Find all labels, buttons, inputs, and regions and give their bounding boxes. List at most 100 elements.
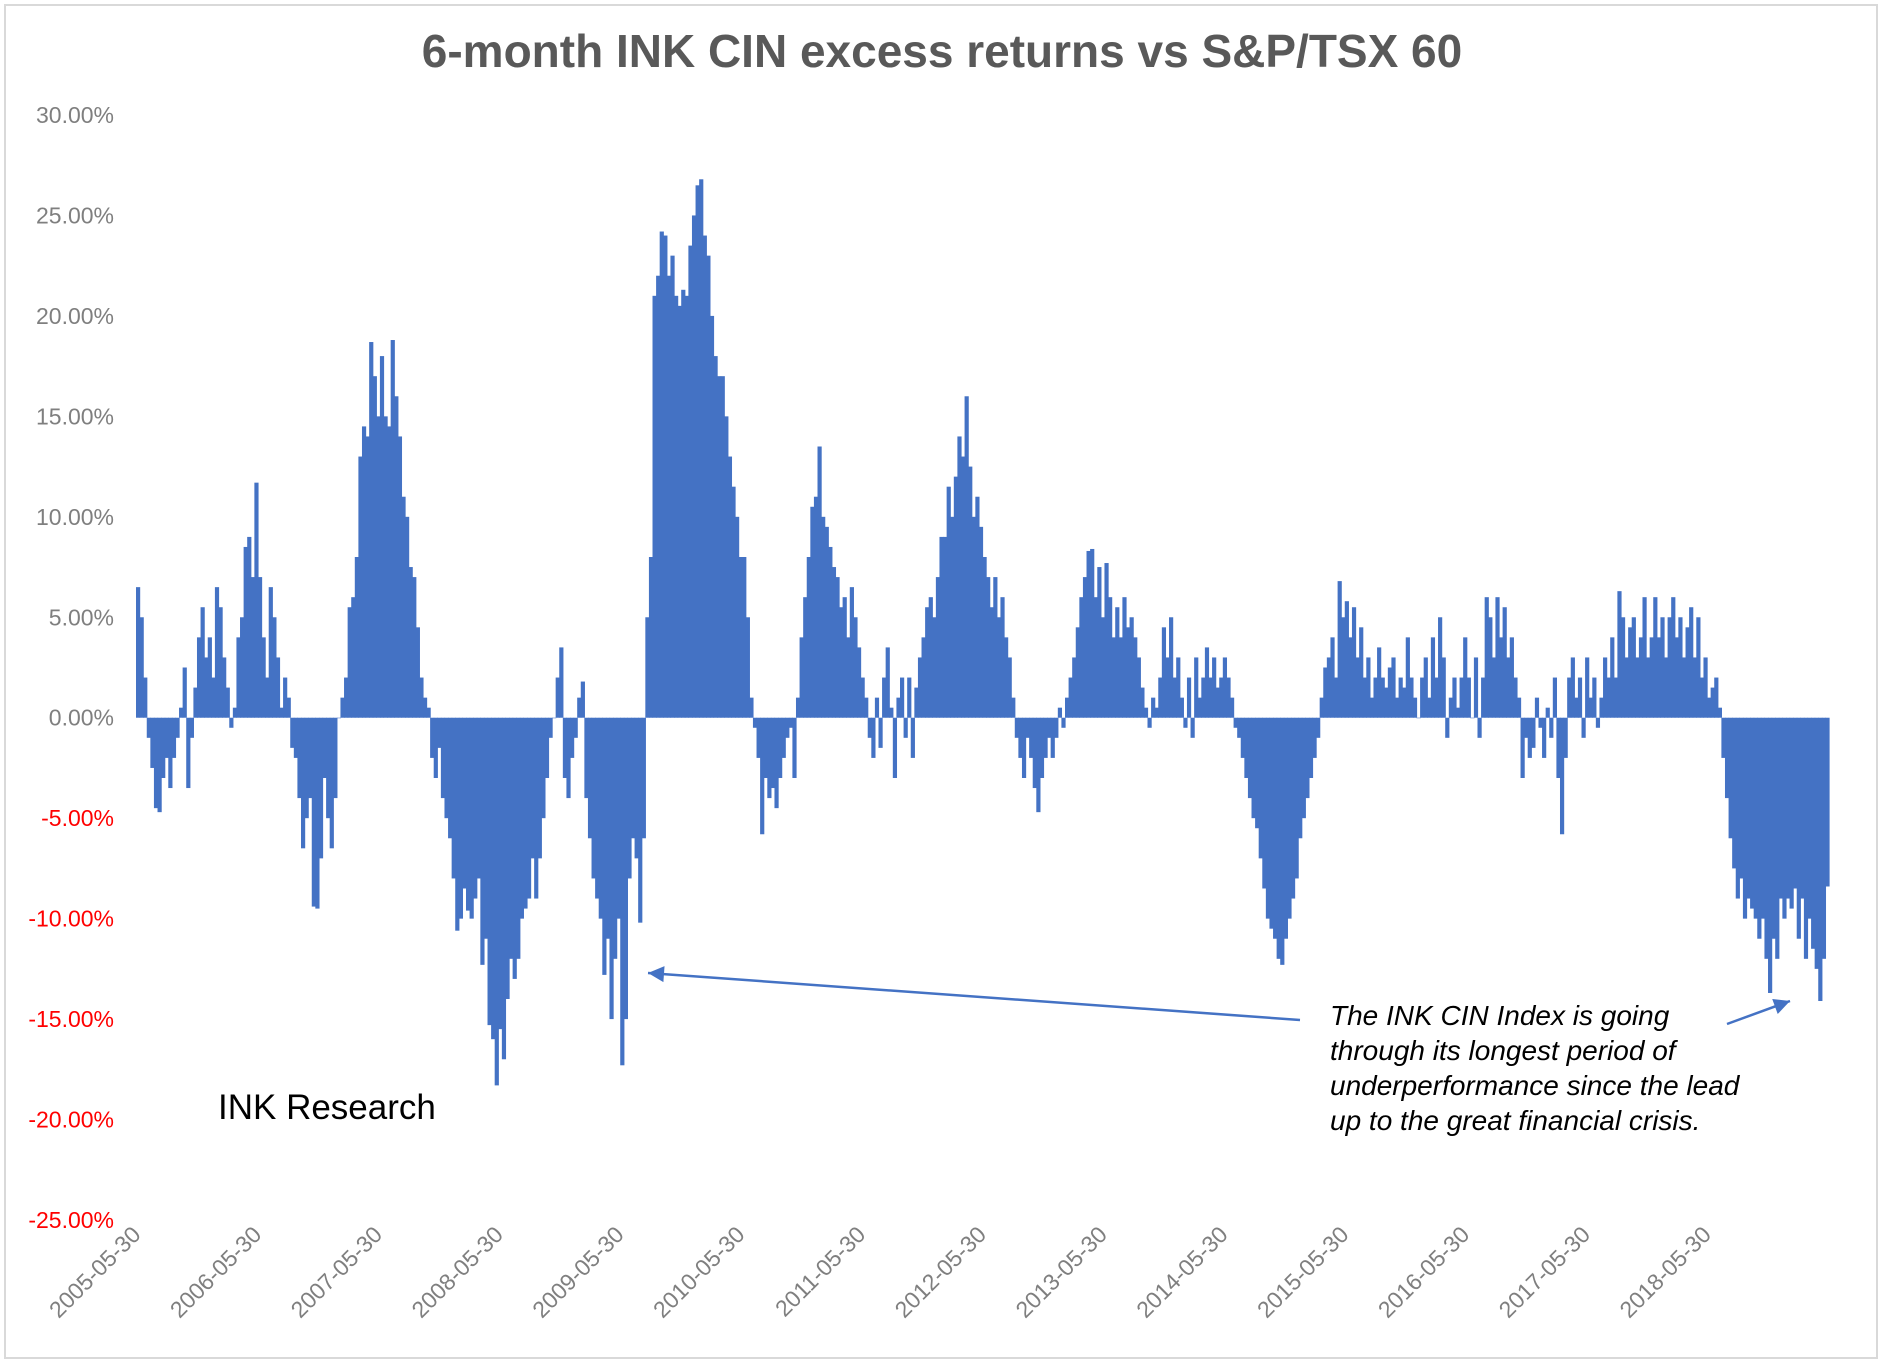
bar bbox=[354, 557, 359, 718]
bar bbox=[444, 717, 449, 819]
bar bbox=[788, 717, 793, 728]
bar bbox=[871, 717, 876, 758]
bar bbox=[1412, 697, 1418, 718]
bar bbox=[1237, 717, 1242, 738]
bar bbox=[910, 717, 915, 758]
bar bbox=[1337, 581, 1342, 718]
bar bbox=[1760, 717, 1766, 919]
bar bbox=[620, 717, 625, 1066]
bar bbox=[1825, 717, 1830, 887]
bar bbox=[1273, 717, 1278, 939]
bar bbox=[333, 717, 338, 799]
bar bbox=[437, 717, 442, 748]
bar bbox=[1154, 707, 1159, 718]
bar bbox=[1764, 717, 1769, 959]
bar bbox=[1402, 687, 1407, 718]
bar bbox=[1054, 717, 1059, 738]
annotation-arrow-2009-head-icon bbox=[648, 966, 665, 983]
y-tick-label: 20.00% bbox=[36, 303, 114, 329]
bar bbox=[1308, 717, 1314, 778]
bar bbox=[856, 647, 862, 718]
bar bbox=[1502, 607, 1507, 718]
bar bbox=[1807, 717, 1812, 919]
bar bbox=[975, 496, 980, 718]
bar bbox=[329, 717, 334, 849]
x-tick-label: 2015-05-30 bbox=[1252, 1221, 1354, 1323]
bar bbox=[1305, 717, 1310, 799]
bar bbox=[903, 717, 908, 738]
bar bbox=[229, 717, 234, 728]
bar bbox=[336, 717, 342, 719]
bar bbox=[1714, 677, 1719, 718]
bar bbox=[1377, 647, 1382, 718]
bar bbox=[774, 717, 779, 809]
y-axis: 30.00% 25.00% 20.00% 15.00% 10.00% 5.00% 0.00%… bbox=[28, 102, 114, 1233]
bar bbox=[724, 416, 729, 718]
bar bbox=[487, 717, 492, 1026]
bar bbox=[1197, 697, 1202, 718]
bar bbox=[1086, 550, 1091, 718]
bar bbox=[1050, 717, 1055, 758]
bar bbox=[795, 697, 801, 718]
bar bbox=[1065, 697, 1070, 718]
bar bbox=[1043, 717, 1048, 758]
bar bbox=[1617, 591, 1622, 718]
annotation-arrows bbox=[647, 966, 1791, 1026]
bar bbox=[1581, 717, 1586, 738]
bar bbox=[1330, 637, 1335, 718]
bar bbox=[304, 717, 309, 819]
bar bbox=[824, 526, 829, 718]
bar bbox=[1312, 717, 1317, 758]
chart-title: 6-month INK CIN excess returns vs S&P/TS… bbox=[421, 25, 1463, 77]
bar bbox=[1430, 637, 1436, 718]
bar bbox=[964, 396, 969, 718]
bar bbox=[943, 536, 948, 718]
bar bbox=[530, 717, 535, 859]
bar bbox=[1667, 617, 1672, 718]
bar bbox=[1244, 717, 1249, 778]
y-tick-label: -5.00% bbox=[41, 805, 114, 831]
bar bbox=[473, 717, 478, 899]
bar bbox=[247, 536, 252, 718]
bar bbox=[186, 717, 191, 789]
bar bbox=[193, 687, 198, 718]
bar bbox=[537, 717, 542, 859]
bar bbox=[806, 557, 811, 718]
bar bbox=[1603, 657, 1608, 718]
bar bbox=[1516, 697, 1522, 718]
bar bbox=[803, 597, 808, 718]
x-tick-label: 2006-05-30 bbox=[165, 1221, 267, 1323]
bar bbox=[638, 717, 643, 923]
bar bbox=[1251, 717, 1256, 819]
bar bbox=[433, 717, 438, 778]
bar bbox=[426, 707, 431, 718]
bar bbox=[828, 546, 833, 718]
bar bbox=[1524, 717, 1529, 738]
bar bbox=[1420, 677, 1425, 718]
bar bbox=[1018, 717, 1023, 758]
bar bbox=[480, 717, 485, 965]
bar bbox=[283, 677, 288, 718]
bar bbox=[939, 536, 944, 718]
bar bbox=[157, 717, 162, 813]
bar bbox=[240, 617, 245, 718]
bar bbox=[351, 597, 356, 718]
bar bbox=[1466, 677, 1471, 718]
bar bbox=[534, 717, 539, 899]
bar bbox=[1739, 717, 1744, 879]
bar bbox=[656, 275, 661, 718]
bar bbox=[1298, 717, 1303, 839]
bar bbox=[1484, 597, 1489, 718]
bar bbox=[1473, 657, 1479, 718]
x-tick-label: 2010-05-30 bbox=[648, 1221, 750, 1323]
bar bbox=[925, 607, 930, 718]
bar bbox=[1789, 717, 1794, 909]
bar bbox=[1595, 717, 1601, 728]
bar bbox=[512, 717, 517, 979]
bar bbox=[458, 717, 464, 919]
bar bbox=[928, 597, 933, 718]
bar bbox=[451, 717, 456, 879]
bar bbox=[308, 717, 313, 799]
bar bbox=[1782, 717, 1787, 919]
bar bbox=[207, 637, 212, 718]
